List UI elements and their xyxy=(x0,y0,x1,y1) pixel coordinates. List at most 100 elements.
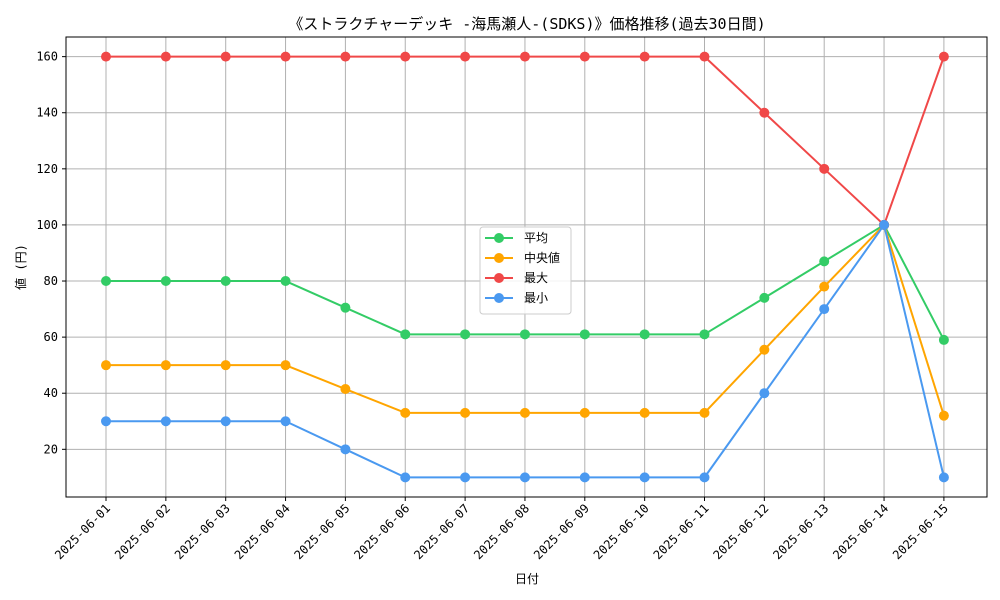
data-point xyxy=(819,163,830,174)
data-point xyxy=(160,360,171,371)
data-point xyxy=(160,416,171,427)
series-layer xyxy=(101,51,949,483)
data-point xyxy=(879,219,890,230)
legend-label: 中央値 xyxy=(524,250,560,265)
data-point xyxy=(938,410,949,421)
data-point xyxy=(759,107,770,118)
data-point xyxy=(400,329,411,340)
data-point xyxy=(220,51,231,62)
series-2 xyxy=(101,51,949,230)
data-point xyxy=(819,304,830,315)
legend-marker xyxy=(494,233,504,243)
data-point xyxy=(699,407,710,418)
data-point xyxy=(101,416,111,427)
x-tick-label: 2025-06-13 xyxy=(770,501,831,562)
legend-label: 平均 xyxy=(524,231,548,245)
legend-box xyxy=(479,226,572,315)
data-point xyxy=(819,281,830,292)
data-point xyxy=(220,416,231,427)
data-point xyxy=(340,302,351,313)
x-axis-label: 日付 xyxy=(515,572,539,586)
data-point xyxy=(519,407,530,418)
data-point xyxy=(519,472,530,483)
y-tick-label: 120 xyxy=(36,162,58,176)
data-point xyxy=(460,472,471,483)
x-tick-label: 2025-06-14 xyxy=(830,501,891,562)
data-point xyxy=(460,407,471,418)
legend-label: 最小 xyxy=(524,291,548,305)
data-point xyxy=(400,51,411,62)
data-point xyxy=(280,51,291,62)
data-point xyxy=(460,329,471,340)
data-point xyxy=(699,51,710,62)
data-point xyxy=(819,256,830,267)
y-tick-label: 160 xyxy=(36,50,58,64)
x-tick-label: 2025-06-12 xyxy=(710,501,771,562)
data-point xyxy=(699,472,710,483)
data-point xyxy=(639,472,650,483)
data-point xyxy=(101,360,111,371)
data-point xyxy=(340,444,351,455)
series-1 xyxy=(101,219,949,421)
x-tick-label: 2025-06-06 xyxy=(351,501,412,562)
x-tick-label: 2025-06-09 xyxy=(531,501,592,562)
series-3 xyxy=(101,219,949,483)
data-point xyxy=(938,51,949,62)
data-point xyxy=(579,51,590,62)
data-point xyxy=(160,51,171,62)
x-tick-label: 2025-06-10 xyxy=(591,501,652,562)
data-point xyxy=(400,472,411,483)
data-point xyxy=(639,329,650,340)
data-point xyxy=(639,407,650,418)
data-point xyxy=(579,329,590,340)
x-tick-label: 2025-06-05 xyxy=(292,501,353,562)
data-point xyxy=(759,388,770,399)
data-point xyxy=(759,344,770,355)
data-point xyxy=(699,329,710,340)
data-point xyxy=(280,276,291,287)
legend-item: 平均 xyxy=(485,231,548,245)
data-point xyxy=(519,51,530,62)
data-point xyxy=(220,360,231,371)
chart-title: 《ストラクチャーデッキ -海馬瀬人-(SDKS)》価格推移(過去30日間) xyxy=(288,15,765,33)
data-point xyxy=(938,472,949,483)
plot-frame xyxy=(65,36,988,498)
data-point xyxy=(280,416,291,427)
y-tick-label: 100 xyxy=(36,218,58,232)
legend-label: 最大 xyxy=(524,271,548,285)
x-tick-label: 2025-06-08 xyxy=(471,501,532,562)
x-tick-label: 2025-06-03 xyxy=(172,501,233,562)
x-tick-label: 2025-06-11 xyxy=(651,501,712,562)
x-tick-label: 2025-06-02 xyxy=(112,501,173,562)
data-point xyxy=(519,329,530,340)
x-tick-label: 2025-06-07 xyxy=(411,501,472,562)
data-point xyxy=(460,51,471,62)
legend-marker xyxy=(494,293,504,303)
x-tick-label: 2025-06-15 xyxy=(890,501,951,562)
y-tick-label: 60 xyxy=(44,330,58,344)
data-point xyxy=(101,51,111,62)
y-tick-label: 80 xyxy=(44,274,58,288)
y-tick-label: 140 xyxy=(36,106,58,120)
data-point xyxy=(938,334,949,345)
data-point xyxy=(340,384,351,395)
data-point xyxy=(639,51,650,62)
data-point xyxy=(340,51,351,62)
x-tick-label: 2025-06-04 xyxy=(232,501,293,562)
legend-item: 中央値 xyxy=(485,250,560,265)
y-tick-label: 20 xyxy=(44,442,58,456)
data-point xyxy=(579,407,590,418)
y-tick-label: 40 xyxy=(44,386,58,400)
x-tick-label: 2025-06-01 xyxy=(52,501,113,562)
data-point xyxy=(759,292,770,303)
legend-marker xyxy=(494,253,504,263)
legend-item: 最小 xyxy=(485,291,548,305)
y-axis-label: 値 (円) xyxy=(13,244,28,290)
data-point xyxy=(160,276,171,287)
data-point xyxy=(400,407,411,418)
data-point xyxy=(579,472,590,483)
legend-item: 最大 xyxy=(485,271,548,285)
legend-marker xyxy=(494,273,504,283)
